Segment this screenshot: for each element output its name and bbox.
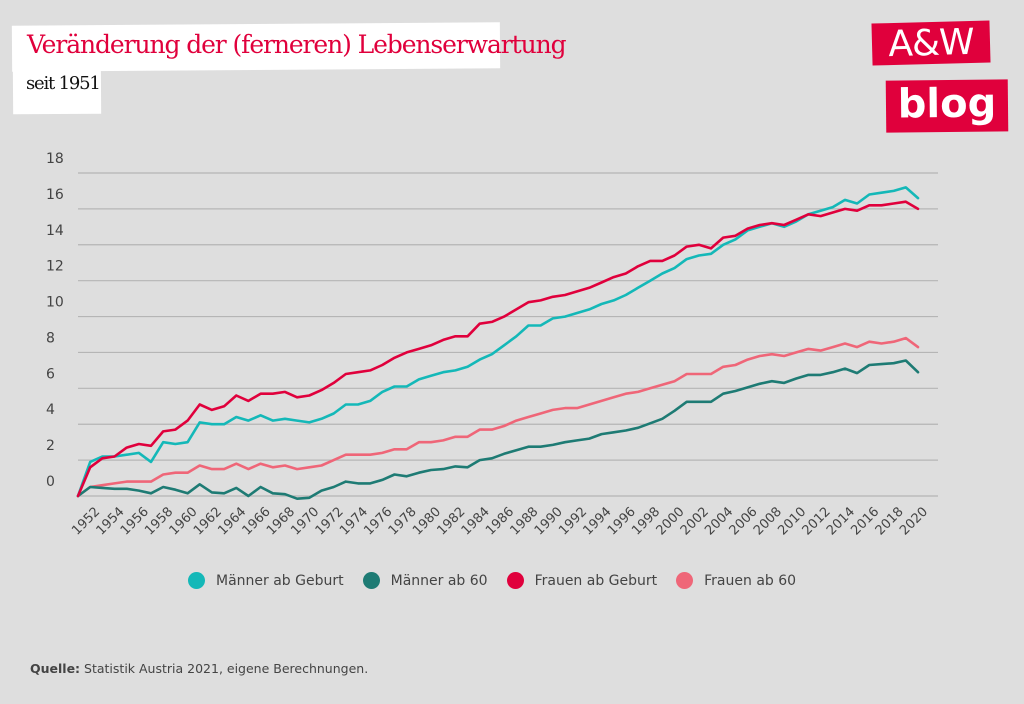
series-line-m-nner-ab-60 bbox=[76, 359, 920, 501]
chart-subtitle: seit 1951 bbox=[26, 73, 101, 94]
legend-item-maenner-geburt[interactable]: Männer ab Geburt bbox=[188, 572, 344, 589]
legend-label: Männer ab Geburt bbox=[216, 572, 344, 589]
y-tick-label: 14 bbox=[46, 223, 64, 239]
legend-dot-icon bbox=[362, 572, 380, 589]
y-tick-label: 18 bbox=[46, 151, 64, 167]
y-tick-label: 2 bbox=[46, 438, 55, 454]
legend-label: Frauen ab 60 bbox=[704, 572, 797, 589]
legend: Männer ab Geburt Männer ab 60 Frauen ab … bbox=[188, 572, 796, 589]
series-line-m-nner-ab-geburt bbox=[76, 186, 920, 498]
legend-label: Männer ab 60 bbox=[390, 572, 488, 589]
source-label: Quelle: bbox=[30, 661, 81, 676]
series-lines bbox=[76, 186, 920, 501]
y-tick-label: 12 bbox=[46, 259, 64, 275]
legend-item-frauen-geburt[interactable]: Frauen ab Geburt bbox=[506, 572, 658, 589]
y-tick-label: 4 bbox=[46, 402, 55, 418]
y-tick-label: 10 bbox=[46, 295, 64, 311]
y-tick-label: 16 bbox=[46, 187, 64, 203]
gridlines bbox=[78, 172, 938, 497]
series-line-frauen-ab-geburt bbox=[76, 200, 920, 498]
y-tick-label: 0 bbox=[46, 474, 55, 490]
y-tick-label: 6 bbox=[46, 366, 55, 382]
legend-dot-icon bbox=[506, 572, 524, 589]
legend-item-frauen-60[interactable]: Frauen ab 60 bbox=[676, 572, 796, 589]
chart-title: Veränderung der (ferneren) Lebenserwartu… bbox=[27, 30, 567, 59]
legend-label: Frauen ab Geburt bbox=[534, 572, 658, 589]
x-tick-label: 2020 bbox=[897, 504, 931, 538]
legend-dot-icon bbox=[676, 572, 694, 589]
source-text: Statistik Austria 2021, eigene Berechnun… bbox=[80, 661, 369, 676]
series-line-frauen-ab-60 bbox=[76, 336, 920, 498]
legend-item-maenner-60[interactable]: Männer ab 60 bbox=[362, 572, 488, 589]
y-tick-label: 8 bbox=[46, 330, 55, 346]
x-axis-labels: 1952195419561958196019621964196619681970… bbox=[69, 504, 931, 538]
y-axis-labels: 0 2 4 6 8 10 12 14 16 18 bbox=[46, 151, 64, 490]
source-note: Quelle: Statistik Austria 2021, eigene B… bbox=[30, 661, 368, 676]
legend-dot-icon bbox=[188, 572, 205, 589]
